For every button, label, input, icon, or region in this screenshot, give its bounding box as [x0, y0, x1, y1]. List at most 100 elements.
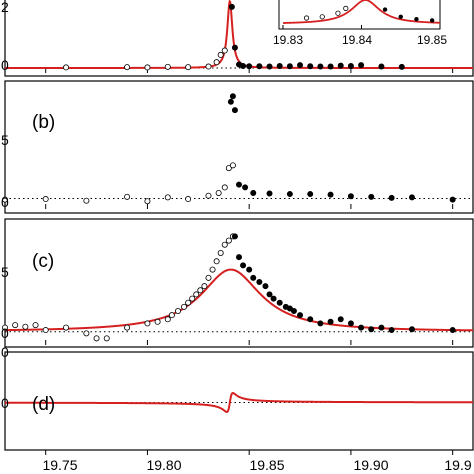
inset-filled-point-0 — [382, 7, 388, 12]
panel-d-frame — [4, 351, 474, 451]
open-point-c-22 — [209, 266, 216, 273]
filled-point-a-1 — [231, 44, 238, 51]
open-point-a-6 — [213, 59, 220, 66]
filled-point-b-1 — [229, 93, 236, 100]
filled-point-a-11 — [317, 63, 324, 70]
inset-open-point-0 — [303, 15, 310, 21]
filled-point-b-10 — [347, 193, 354, 200]
fit-line-a-0 — [5, 0, 473, 69]
open-point-c-2 — [22, 323, 29, 330]
filled-point-b-13 — [408, 194, 415, 201]
x-tick-label-1990: 19.90 — [353, 457, 388, 473]
open-point-b-7 — [205, 192, 212, 199]
open-point-c-25 — [221, 241, 228, 248]
open-point-b-8 — [215, 189, 222, 196]
filled-point-c-8 — [270, 295, 277, 302]
open-point-b-11 — [229, 162, 236, 169]
filled-point-a-13 — [337, 62, 344, 69]
panel-label-c: (c) — [32, 251, 54, 272]
filled-point-c-19 — [358, 324, 365, 331]
open-point-c-10 — [144, 320, 151, 327]
filled-point-c-21 — [378, 324, 385, 331]
open-point-a-2 — [144, 64, 151, 71]
open-point-b-6 — [185, 196, 192, 203]
panel-label-d: (d) — [32, 394, 55, 415]
open-point-c-11 — [154, 318, 161, 325]
filled-point-c-24 — [449, 327, 456, 334]
open-point-a-0 — [63, 64, 70, 71]
filled-point-b-4 — [242, 184, 249, 191]
panel-a-ytick-top: 2 — [1, 0, 9, 15]
filled-point-b-9 — [327, 191, 334, 198]
open-point-c-16 — [185, 299, 192, 306]
open-point-c-24 — [217, 249, 224, 256]
open-point-c-12 — [164, 316, 171, 323]
inset-open-point-2 — [335, 10, 341, 16]
x-tick-label-1985: 19.85 — [249, 457, 284, 473]
inset-filled-point-1 — [398, 14, 403, 19]
filled-point-a-8 — [286, 63, 293, 70]
panel-b-frame — [4, 80, 474, 214]
open-point-c-15 — [181, 303, 188, 310]
inset-filled-point-3 — [429, 18, 435, 23]
x-tick-label-1995: 19.9 — [444, 457, 471, 473]
open-point-c-18 — [193, 291, 200, 298]
filled-point-c-13 — [297, 312, 304, 319]
filled-point-c-20 — [368, 326, 375, 333]
open-point-c-13 — [168, 312, 175, 319]
x-tick-label-1980: 19.80 — [146, 457, 181, 473]
filled-point-a-10 — [307, 63, 314, 70]
open-point-c-26 — [225, 237, 232, 244]
filled-point-c-3 — [246, 266, 253, 273]
filled-point-a-3 — [240, 62, 247, 69]
open-point-c-8 — [103, 335, 110, 342]
filled-point-b-5 — [250, 189, 257, 196]
open-point-a-7 — [217, 51, 224, 58]
inset-open-point-1 — [319, 14, 325, 20]
filled-point-a-17 — [398, 63, 405, 70]
open-point-b-2 — [83, 197, 90, 204]
filled-point-c-2 — [240, 262, 247, 269]
open-point-c-19 — [197, 287, 204, 294]
open-point-b-5 — [164, 194, 171, 201]
filled-point-c-9 — [276, 299, 283, 306]
panel-d-ytick-zero: 0 — [1, 395, 9, 411]
filled-point-b-6 — [266, 190, 273, 197]
axis-ticks — [45, 68, 454, 455]
open-point-b-9 — [221, 184, 228, 191]
filled-point-c-15 — [317, 320, 324, 327]
panel-b-ytick-mid: 5 — [1, 132, 9, 148]
open-point-c-6 — [83, 330, 90, 337]
panel-a-frame — [4, 0, 474, 77]
filled-point-c-4 — [250, 274, 257, 281]
panel-c-ytick-mid: 5 — [1, 264, 9, 280]
filled-point-a-6 — [266, 63, 273, 70]
inset-tick-label-1984: 19.84 — [342, 33, 372, 47]
data-points — [2, 3, 456, 342]
open-point-c-20 — [201, 283, 208, 290]
filled-point-c-5 — [256, 278, 263, 285]
open-point-c-7 — [93, 335, 100, 342]
open-point-c-5 — [63, 324, 70, 331]
filled-point-c-16 — [327, 318, 334, 325]
open-point-b-4 — [144, 198, 151, 205]
filled-point-c-22 — [388, 327, 395, 334]
x-tick-label-1975: 19.75 — [42, 457, 77, 473]
fit-line-c-0 — [4, 268, 473, 332]
filled-point-a-14 — [347, 62, 354, 69]
open-point-c-1 — [12, 322, 19, 329]
filled-point-b-7 — [286, 191, 293, 198]
open-point-b-1 — [42, 196, 49, 203]
panel-c-ytick-zero: 0 — [1, 325, 9, 341]
filled-point-c-6 — [262, 283, 269, 290]
panel-c-frame — [4, 218, 474, 348]
filled-point-b-12 — [388, 194, 395, 201]
open-point-a-5 — [205, 63, 212, 70]
filled-point-b-11 — [368, 193, 375, 200]
inset-fit-line — [282, 0, 441, 24]
filled-point-c-14 — [307, 316, 314, 323]
inset-tick-label-1983: 19.83 — [273, 33, 303, 47]
open-point-a-4 — [185, 64, 192, 71]
